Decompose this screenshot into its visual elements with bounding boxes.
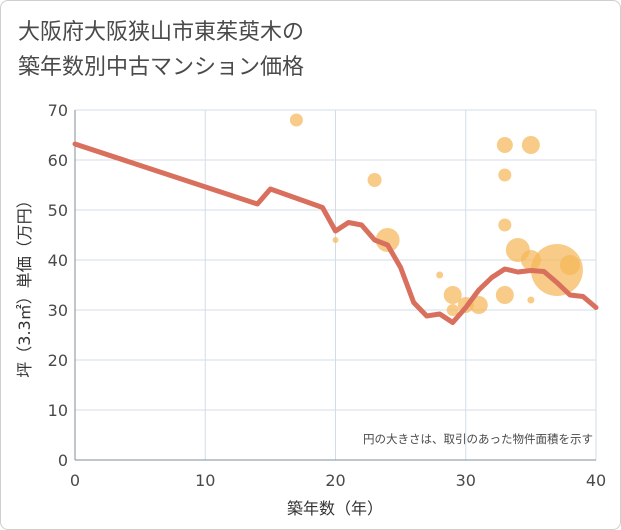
transaction-bubble (559, 255, 580, 275)
transaction-bubble (498, 168, 512, 182)
chart-title-line-2: 築年数別中古マンション価格 (18, 55, 305, 80)
chart-title-line-1: 大阪府大阪狭山市東茱萸木の (18, 20, 305, 45)
chart-title: 大阪府大阪狭山市東茱萸木の 築年数別中古マンション価格 (18, 15, 304, 85)
average-price-line (72, 141, 599, 325)
y-tick-label: 0 (58, 451, 68, 470)
y-tick-label: 20 (48, 351, 68, 370)
gridlines (74, 109, 597, 461)
x-tick-label: 10 (195, 471, 215, 490)
x-tick-label: 30 (456, 471, 476, 490)
transaction-bubble (521, 136, 540, 154)
transaction-bubble (495, 286, 514, 304)
transaction-bubble (367, 173, 382, 187)
average-price-line-layer (72, 141, 599, 325)
transaction-bubble (469, 296, 488, 314)
tick-labels: 0 10 20 30 40 0 10 20 30 40 50 60 70 (48, 101, 607, 490)
bubble-size-note: 円の大きさは、取引のあった物件面積を示す (363, 432, 593, 446)
transaction-bubble (498, 218, 512, 232)
y-tick-label: 70 (48, 101, 68, 120)
y-tick-label: 40 (48, 251, 68, 270)
transaction-bubble (332, 237, 339, 243)
y-tick-label: 10 (48, 401, 68, 420)
transaction-bubble (496, 137, 513, 153)
x-tick-label: 0 (70, 471, 80, 490)
transaction-bubble (443, 286, 462, 304)
y-tick-label: 60 (48, 151, 68, 170)
x-axis-label: 築年数（年） (287, 499, 383, 518)
x-tick-label: 40 (586, 471, 606, 490)
x-tick-label: 20 (325, 471, 345, 490)
transaction-bubble (446, 304, 459, 316)
transaction-bubble (436, 271, 444, 279)
y-tick-label: 50 (48, 201, 68, 220)
transaction-bubble (289, 113, 303, 127)
y-tick-label: 30 (48, 301, 68, 320)
transaction-bubble (527, 296, 535, 304)
transaction-bubble (375, 228, 400, 252)
y-axis-label: 坪（3.3㎡）単価（万円） (15, 192, 34, 377)
